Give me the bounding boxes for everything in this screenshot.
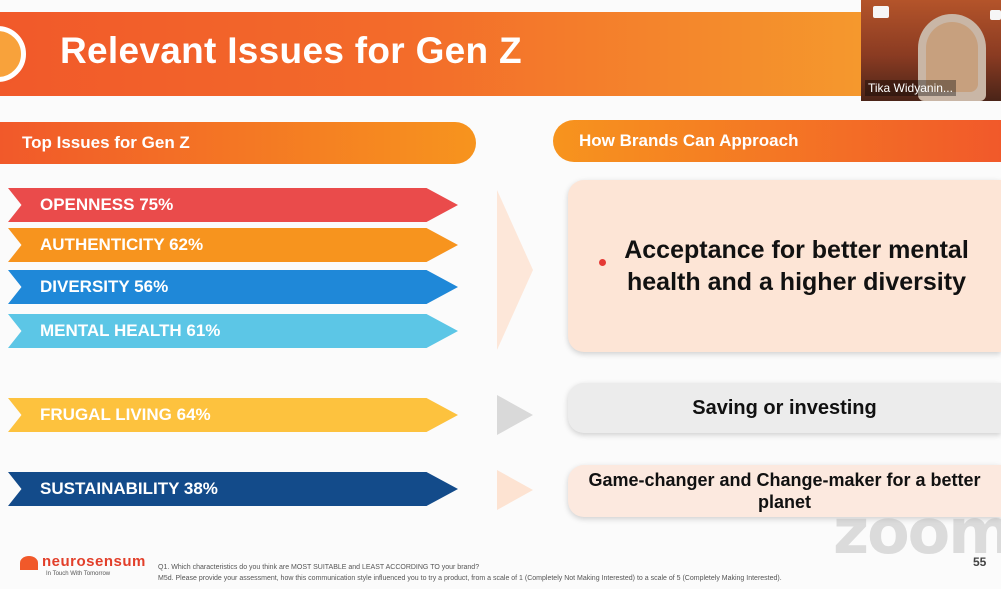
brand-logo-icon <box>20 556 38 570</box>
participant-name: Tika Widyanin... <box>865 80 956 96</box>
footnote-line: M5d. Please provide your assessment, how… <box>158 575 782 582</box>
footnote-line: Q1. Which characteristics do you think a… <box>158 564 480 571</box>
approach-box-sustainability: Game-changer and Change-maker for a bett… <box>568 465 1001 517</box>
issue-arrow-openness: OPENNESS 75% <box>8 188 458 222</box>
issue-arrow-frugal-living: FRUGAL LIVING 64% <box>8 398 458 432</box>
participant-face <box>926 22 978 92</box>
chevron-right-icon <box>497 470 533 510</box>
brand-tagline: In Touch With Tomorrow <box>46 571 111 577</box>
right-section-header: How Brands Can Approach <box>553 120 1001 162</box>
page-title: Relevant Issues for Gen Z <box>60 30 522 71</box>
page-number: 55 <box>973 555 987 569</box>
approach-text: Saving or investing <box>692 396 877 419</box>
approach-box-frugal-living: Saving or investing <box>568 383 1001 433</box>
brand-logo: neurosensum <box>42 553 146 570</box>
footnote: Q1. Which characteristics do you think a… <box>158 562 888 584</box>
left-section-header: Top Issues for Gen Z <box>0 122 476 164</box>
laser-pointer-icon <box>599 259 606 266</box>
zoom-logo-icon <box>873 6 889 18</box>
title-bar <box>0 12 880 96</box>
approach-box-mental-health: Acceptance for better mental health and … <box>568 180 1001 352</box>
issue-arrow-diversity: DIVERSITY 56% <box>8 270 458 304</box>
approach-text: Game-changer and Change-maker for a bett… <box>588 470 981 512</box>
chevron-right-icon <box>497 395 533 435</box>
issue-arrow-authenticity: AUTHENTICITY 62% <box>8 228 458 262</box>
issue-arrow-mental-health: MENTAL HEALTH 61% <box>8 314 458 348</box>
video-options-icon[interactable] <box>990 10 1001 20</box>
chevron-right-icon <box>497 190 533 350</box>
approach-text: Acceptance for better mental health and … <box>624 236 969 296</box>
issue-arrow-sustainability: SUSTAINABILITY 38% <box>8 472 458 506</box>
zoom-watermark: zoom <box>833 495 1001 568</box>
